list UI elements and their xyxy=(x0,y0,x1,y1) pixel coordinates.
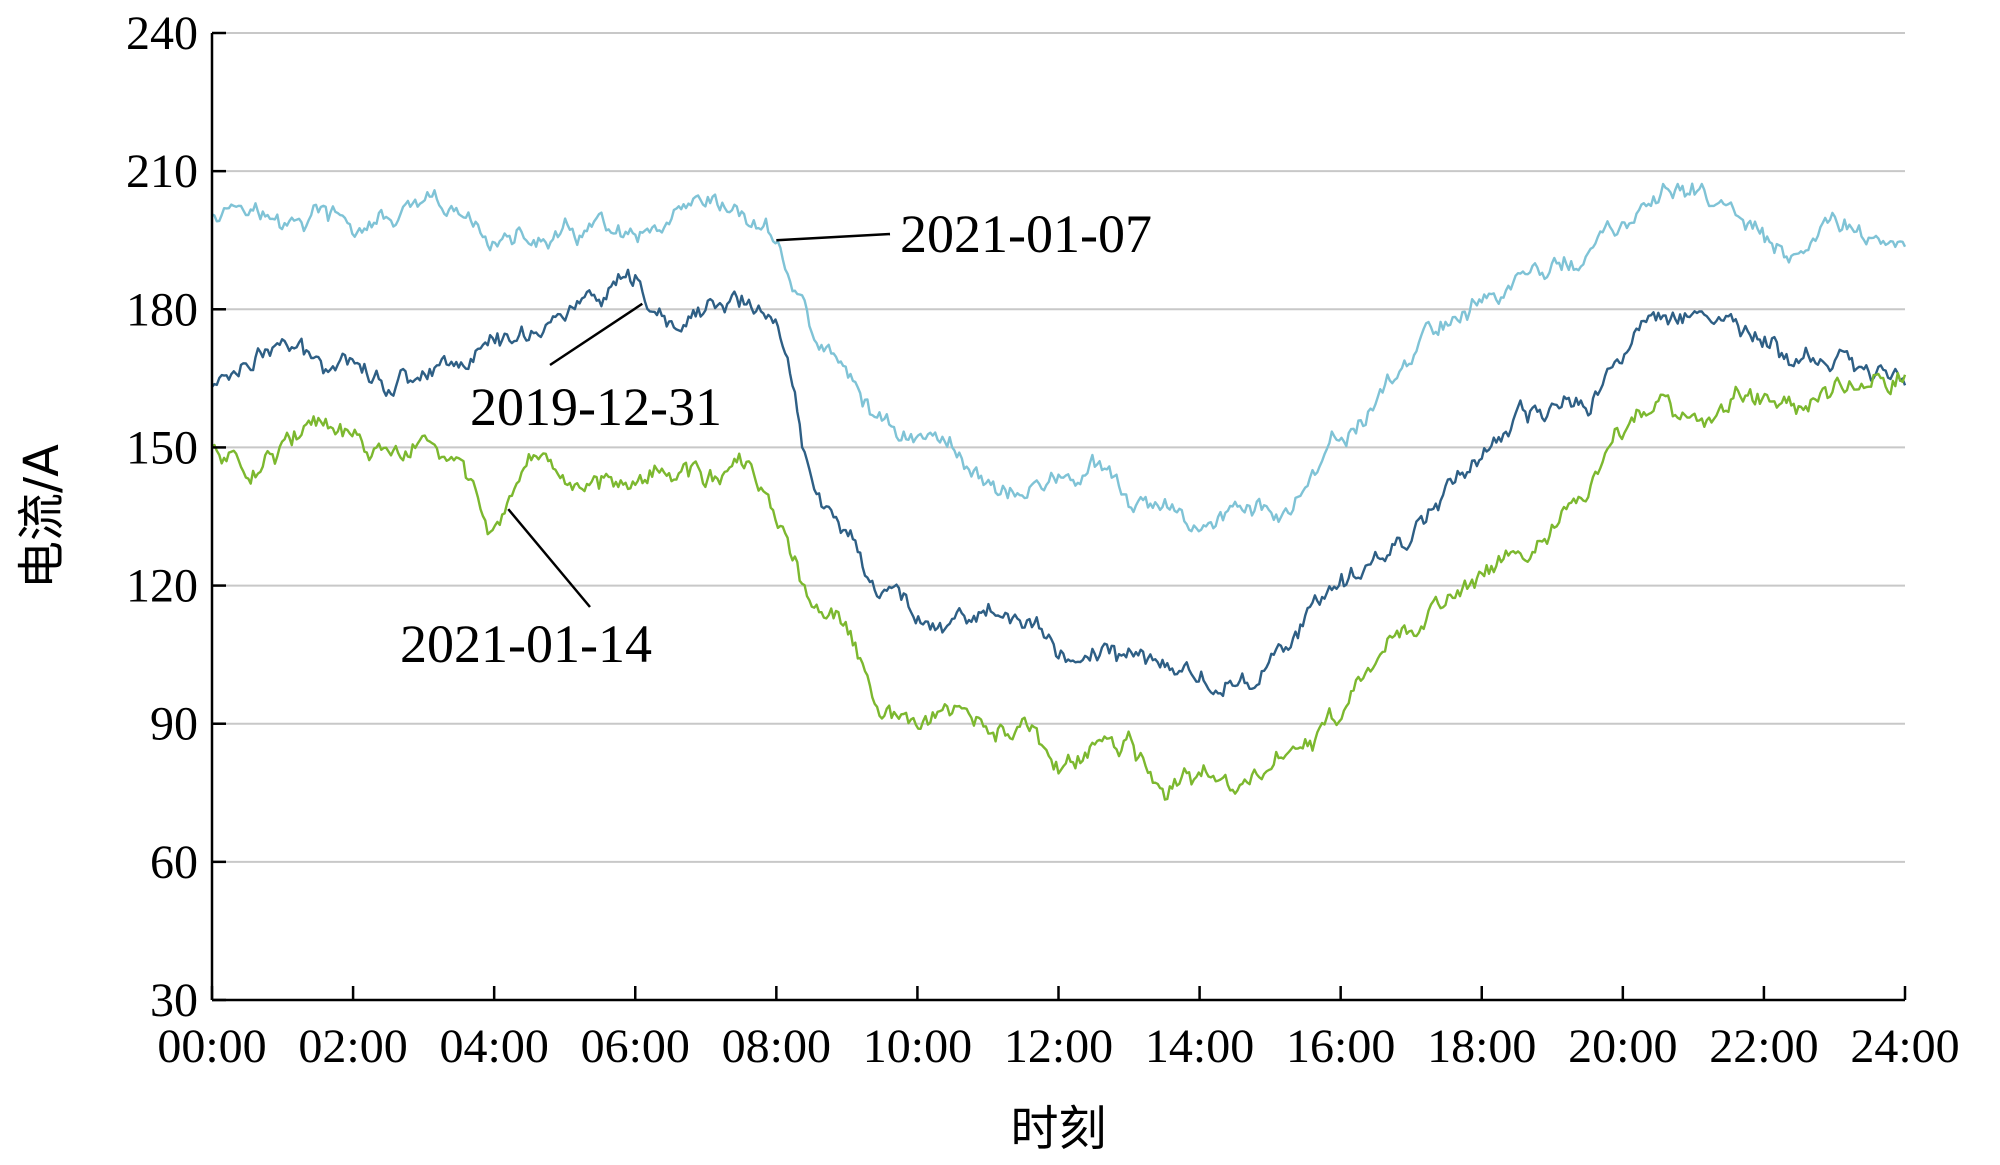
y-tick-label: 120 xyxy=(126,560,198,613)
x-tick-label: 20:00 xyxy=(1568,1020,1677,1073)
series-line-0 xyxy=(211,182,1907,533)
x-tick-label: 12:00 xyxy=(1004,1020,1113,1073)
y-tick-label: 90 xyxy=(150,698,198,751)
y-tick-label: 30 xyxy=(150,974,198,1027)
x-tick-label: 18:00 xyxy=(1427,1020,1536,1073)
grid-lines xyxy=(212,32,1905,863)
annotation-label: 2021-01-14 xyxy=(400,614,652,674)
annotation-label: 2021-01-07 xyxy=(900,204,1152,264)
annotation-leader xyxy=(507,508,591,608)
x-tick-label: 10:00 xyxy=(863,1020,972,1073)
y-tick-label: 210 xyxy=(126,145,198,198)
y-tick-label: 60 xyxy=(150,836,198,889)
x-tick-label: 24:00 xyxy=(1850,1020,1959,1073)
series-group xyxy=(211,182,1907,801)
x-tick-label: 22:00 xyxy=(1709,1020,1818,1073)
tick-labels: 30 60 90 120 150 180 210 240 00:00 02:00 04:00 06:0… xyxy=(126,7,1960,1073)
x-tick-label: 14:00 xyxy=(1145,1020,1254,1073)
x-tick-label: 16:00 xyxy=(1286,1020,1395,1073)
y-tick-label: 180 xyxy=(126,283,198,336)
x-tick-label: 02:00 xyxy=(298,1020,407,1073)
series-line-1 xyxy=(211,268,1907,698)
y-tick-label: 240 xyxy=(126,7,198,60)
x-tick-label: 06:00 xyxy=(581,1020,690,1073)
y-tick-label: 150 xyxy=(126,421,198,474)
x-axis-title: 时刻 xyxy=(1010,1101,1106,1157)
series-line-2 xyxy=(211,371,1907,801)
axes xyxy=(210,31,1907,1002)
y-axis-title: 电流/A xyxy=(14,444,70,589)
annotation-label: 2019-12-31 xyxy=(470,377,722,437)
x-tick-label: 00:00 xyxy=(157,1020,266,1073)
x-tick-label: 08:00 xyxy=(722,1020,831,1073)
annotations: 2021-01-07 2019-12-31 2021-01-14 xyxy=(400,204,1152,674)
annotation-leader xyxy=(549,302,643,367)
x-tick-label: 04:00 xyxy=(439,1020,548,1073)
annotation-leader xyxy=(776,232,891,242)
